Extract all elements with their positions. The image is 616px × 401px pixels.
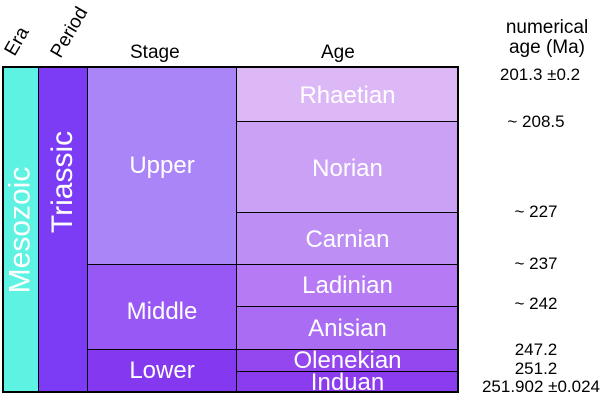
stage-cell-lower: Lower <box>87 349 237 393</box>
age-cell-anisian: Anisian <box>236 306 459 350</box>
period-header: Period <box>46 3 93 62</box>
numerical-age-header-line1: numerical <box>505 17 589 38</box>
numerical-age-label: 201.3 ±0.2 <box>499 65 581 84</box>
numerical-age-label: ~ 227 <box>514 202 558 221</box>
age-cell-carnian: Carnian <box>236 212 459 265</box>
numerical-age-header-line2: age (Ma) <box>508 37 586 58</box>
numerical-age-label: 247.2 <box>514 340 558 359</box>
age-cell-ladinian: Ladinian <box>236 264 459 307</box>
stage-cell-upper: Upper <box>87 66 237 265</box>
age-label: Carnian <box>305 226 390 253</box>
age-cell-induan: Induan <box>236 369 459 396</box>
age-label: Norian <box>312 155 383 182</box>
numerical-age-label: ~ 242 <box>514 294 558 313</box>
stage-label: Upper <box>129 151 195 179</box>
age-cell-norian: Norian <box>236 121 459 213</box>
age-label: Olenekian <box>293 346 402 374</box>
age-header: Age <box>321 42 355 63</box>
age-label: Anisian <box>308 315 387 342</box>
era-cell-mesozoic: Mesozoic <box>2 66 39 393</box>
era-label: Mesozoic <box>3 166 37 293</box>
age-label: Rhaetian <box>299 82 396 109</box>
period-cell-triassic: Triassic <box>38 66 88 393</box>
stage-cell-middle: Middle <box>87 264 237 350</box>
age-label: Ladinian <box>302 271 393 299</box>
period-label: Triassic <box>46 130 79 234</box>
numerical-age-label: ~ 237 <box>514 254 558 273</box>
numerical-age-label: ~ 208.5 <box>507 112 565 131</box>
age-cell-olenekian: Olenekian <box>236 346 459 374</box>
stage-label: Lower <box>129 357 195 384</box>
era-header: Era <box>0 23 34 60</box>
stage-header: Stage <box>130 42 180 63</box>
stage-label: Middle <box>126 298 198 325</box>
numerical-age-label: 251.902 ±0.024 <box>481 377 601 396</box>
numerical-age-label: 251.2 <box>514 359 558 378</box>
age-cell-rhaetian: Rhaetian <box>236 66 459 122</box>
age-label: Induan <box>310 369 385 396</box>
